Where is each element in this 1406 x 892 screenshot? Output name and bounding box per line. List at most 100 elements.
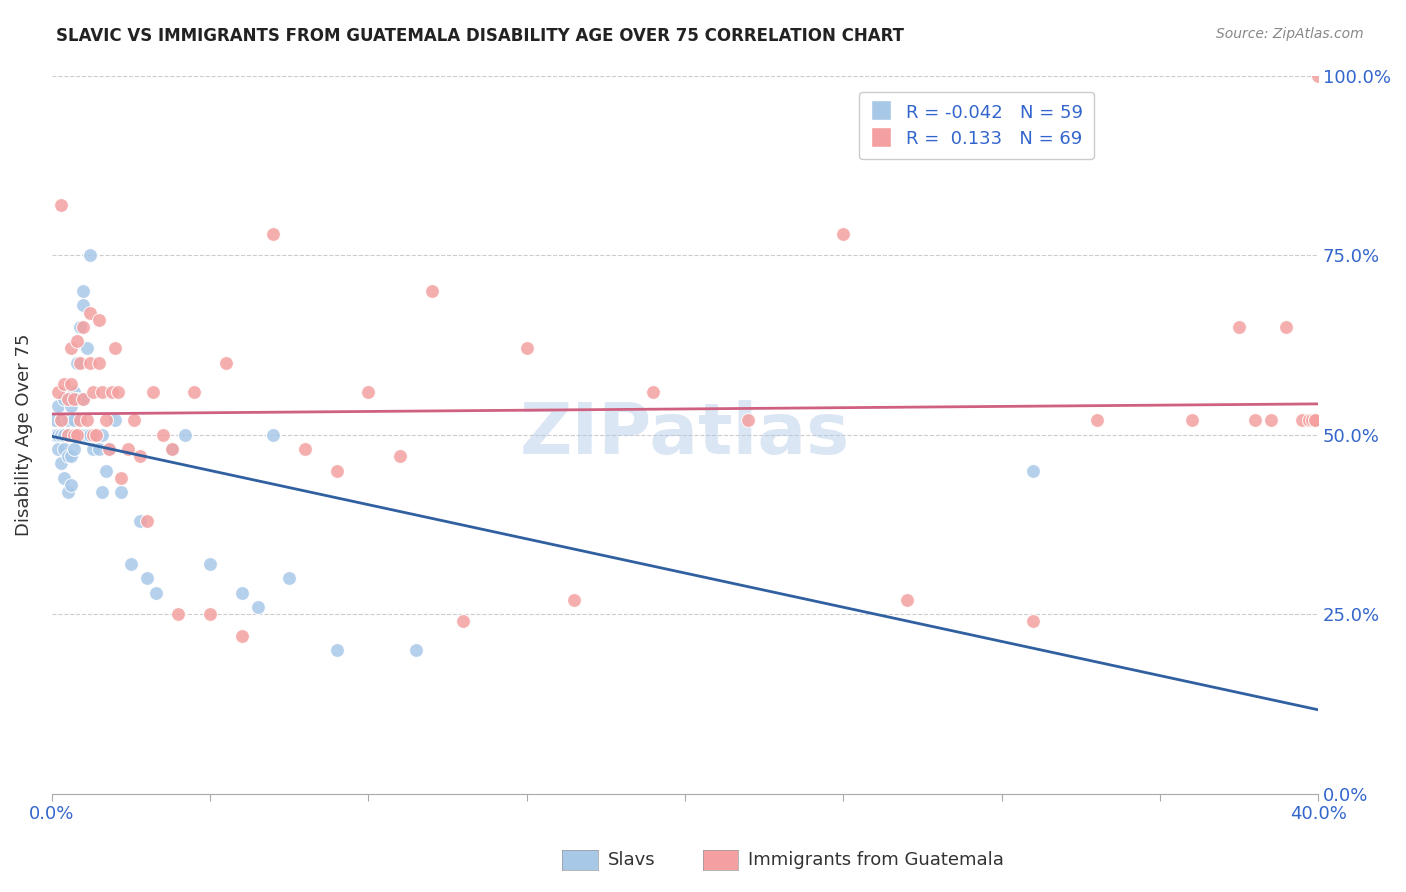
Point <box>79 248 101 262</box>
Point <box>79 305 101 319</box>
Point <box>896 592 918 607</box>
Point <box>160 442 183 456</box>
Point <box>160 442 183 456</box>
Point <box>357 384 380 399</box>
Point <box>405 643 427 657</box>
Point <box>66 356 89 370</box>
Point <box>59 377 82 392</box>
Point <box>129 449 152 463</box>
Point <box>66 427 89 442</box>
Point <box>737 413 759 427</box>
Point <box>231 585 253 599</box>
Point <box>89 312 111 326</box>
Point <box>294 442 316 456</box>
Point <box>66 392 89 406</box>
Point <box>63 384 86 399</box>
Point <box>72 427 94 442</box>
Text: Immigrants from Guatemala: Immigrants from Guatemala <box>748 851 1004 869</box>
Point <box>76 413 98 427</box>
Point <box>135 514 157 528</box>
Point <box>44 427 66 442</box>
Point <box>53 427 76 442</box>
Point <box>516 342 538 356</box>
Point <box>97 442 120 456</box>
Point <box>1303 413 1326 427</box>
Point <box>66 334 89 349</box>
Point <box>72 298 94 312</box>
Point <box>135 571 157 585</box>
Point <box>1022 615 1045 629</box>
Point <box>145 585 167 599</box>
Point <box>325 463 347 477</box>
Point <box>1022 463 1045 477</box>
Point <box>1301 413 1323 427</box>
Point <box>56 427 79 442</box>
Text: SLAVIC VS IMMIGRANTS FROM GUATEMALA DISABILITY AGE OVER 75 CORRELATION CHART: SLAVIC VS IMMIGRANTS FROM GUATEMALA DISA… <box>56 27 904 45</box>
Point <box>56 413 79 427</box>
Point <box>51 427 73 442</box>
Point <box>46 384 69 399</box>
Point <box>1180 413 1202 427</box>
Point <box>59 342 82 356</box>
Point <box>91 384 114 399</box>
Point <box>325 643 347 657</box>
Point <box>51 198 73 212</box>
Point <box>84 427 107 442</box>
Point <box>51 456 73 470</box>
Point <box>59 427 82 442</box>
Point <box>69 319 91 334</box>
Point <box>56 485 79 500</box>
Point <box>89 442 111 456</box>
Point <box>69 413 91 427</box>
Point <box>1308 69 1330 83</box>
Point <box>63 427 86 442</box>
Text: ZIPatlas: ZIPatlas <box>520 401 851 469</box>
Point <box>388 449 411 463</box>
Point <box>91 485 114 500</box>
Point <box>56 392 79 406</box>
Point <box>643 384 665 399</box>
Point <box>231 629 253 643</box>
Point <box>44 413 66 427</box>
Legend: R = -0.042   N = 59, R =  0.133   N = 69: R = -0.042 N = 59, R = 0.133 N = 69 <box>859 92 1094 160</box>
Point <box>82 427 104 442</box>
Point <box>72 284 94 298</box>
Point <box>82 384 104 399</box>
Point <box>56 449 79 463</box>
Point <box>66 427 89 442</box>
Y-axis label: Disability Age Over 75: Disability Age Over 75 <box>15 334 32 536</box>
Point <box>167 607 190 621</box>
Point <box>82 442 104 456</box>
Point <box>94 413 117 427</box>
Point <box>59 449 82 463</box>
Point <box>72 319 94 334</box>
Point <box>262 427 284 442</box>
Point <box>420 284 443 298</box>
Point <box>51 413 73 427</box>
Point <box>152 427 174 442</box>
Point <box>53 377 76 392</box>
Point <box>1243 413 1265 427</box>
Point <box>1085 413 1108 427</box>
Point <box>101 384 124 399</box>
Text: Source: ZipAtlas.com: Source: ZipAtlas.com <box>1216 27 1364 41</box>
Point <box>69 427 91 442</box>
Point <box>46 442 69 456</box>
Point <box>63 413 86 427</box>
Point <box>53 471 76 485</box>
Point <box>198 557 221 571</box>
Point <box>107 384 129 399</box>
Point <box>56 427 79 442</box>
Point <box>63 392 86 406</box>
Text: Slavs: Slavs <box>607 851 655 869</box>
Point <box>453 615 475 629</box>
Point <box>72 392 94 406</box>
Point <box>1291 413 1313 427</box>
Point <box>63 442 86 456</box>
Point <box>129 514 152 528</box>
Point <box>198 607 221 621</box>
Point <box>59 399 82 413</box>
Point <box>110 471 132 485</box>
Point <box>117 442 139 456</box>
Point <box>562 592 585 607</box>
